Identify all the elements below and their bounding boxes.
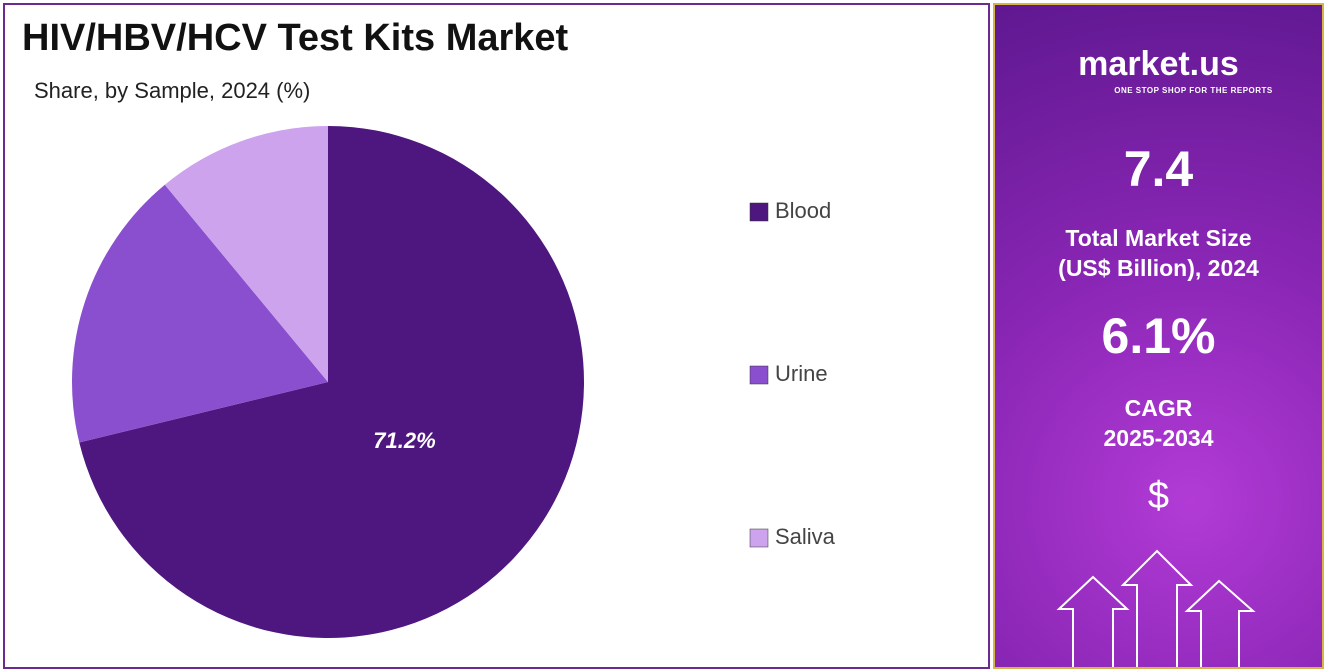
currency-icon: $ xyxy=(1147,475,1170,517)
brand: market.us xyxy=(1078,45,1239,83)
cagr-label: CAGR 2025-2034 xyxy=(995,393,1322,453)
pie: 71.2% xyxy=(72,126,585,638)
pie-slice xyxy=(72,184,328,443)
pie-slice xyxy=(164,126,328,382)
data-label: 71.2% xyxy=(373,428,435,453)
chart-subtitle: Share, by Sample, 2024 (%) xyxy=(34,78,310,103)
label-line: CAGR xyxy=(1124,395,1193,421)
tagline: ONE STOP SHOP FOR THE REPORTS xyxy=(1114,86,1273,95)
label-line: 2025-2034 xyxy=(1103,425,1214,451)
chart: HIV/HBV/HCV Test Kits Market Share, by S… xyxy=(3,3,990,669)
sidebar: market.us ONE STOP SHOP FOR THE REPORTS … xyxy=(993,3,1324,669)
market-size: 7.4 xyxy=(1123,141,1194,197)
cagr: 6.1% xyxy=(1101,308,1216,364)
pie-slice xyxy=(79,126,585,638)
legend-swatch xyxy=(749,202,769,222)
legend: Blood Urine Saliva xyxy=(749,198,836,549)
market-size-label: Total Market Size (US$ Billion), 2024 xyxy=(995,223,1322,283)
arrows xyxy=(1056,549,1256,667)
legend-swatch xyxy=(749,365,769,385)
legend-label: Saliva xyxy=(775,524,836,549)
label-line: (US$ Billion), 2024 xyxy=(1058,255,1259,281)
label-line: Total Market Size xyxy=(1065,225,1252,251)
legend-label: Blood xyxy=(775,198,831,223)
legend-swatch xyxy=(749,528,769,548)
legend-label: Urine xyxy=(775,361,828,386)
chart-title: HIV/HBV/HCV Test Kits Market xyxy=(22,17,569,59)
logo: market.us ONE STOP SHOP FOR THE REPORTS xyxy=(995,45,1322,95)
